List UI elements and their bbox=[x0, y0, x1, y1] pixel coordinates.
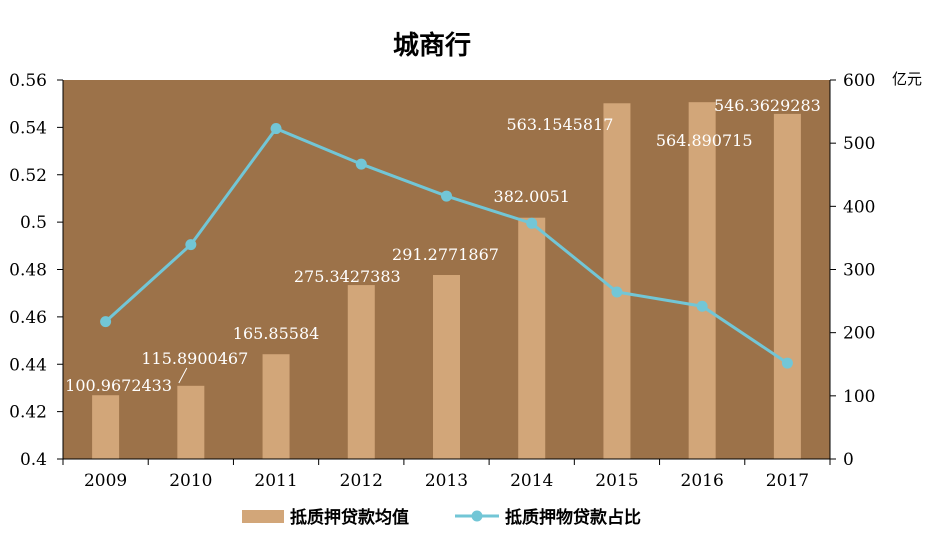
left-tick-label: 0.56 bbox=[9, 71, 47, 91]
bar-value-label-2010: 115.8900467 bbox=[141, 349, 248, 368]
left-tick-label: 0.52 bbox=[9, 166, 47, 186]
bar-2017 bbox=[773, 113, 801, 460]
bar-2013 bbox=[433, 275, 460, 459]
bar-series bbox=[92, 102, 801, 460]
line-point-2012 bbox=[355, 158, 367, 170]
bar-value-label-2015: 563.1545817 bbox=[506, 115, 613, 134]
x-tick-label: 2016 bbox=[681, 471, 724, 491]
bar-2010 bbox=[177, 385, 205, 459]
right-tick-label: 600 bbox=[843, 71, 875, 91]
right-tick-label: 300 bbox=[843, 261, 875, 281]
bar-2011 bbox=[262, 354, 290, 459]
axes: 0.4 0.42 0.44 0.46 0.48 0.5 0.52 0.54 0.56 0 100 20… bbox=[9, 71, 875, 491]
x-tick-label: 2010 bbox=[169, 471, 212, 491]
left-tick-label: 0.46 bbox=[9, 308, 47, 328]
x-tick-label: 2014 bbox=[510, 471, 553, 491]
bar-2009 bbox=[92, 395, 120, 459]
x-tick-label: 2011 bbox=[254, 471, 297, 491]
x-tick-label: 2015 bbox=[595, 471, 638, 491]
left-tick-label: 0.4 bbox=[20, 450, 47, 470]
label-leader-line bbox=[178, 367, 188, 384]
line-point-2014 bbox=[526, 217, 538, 229]
bar-value-label-2017: 546.3629283 bbox=[714, 96, 821, 115]
bar-value-label-2012: 275.3427383 bbox=[294, 267, 401, 286]
x-tick-label: 2017 bbox=[766, 471, 809, 491]
line-point-2013 bbox=[441, 190, 452, 202]
data-labels: 100.9672433 115.8900467 165.85584 275.34273… bbox=[65, 96, 821, 395]
bar-value-label-2009: 100.9672433 bbox=[65, 376, 172, 395]
chart-title: 城商行 bbox=[393, 30, 471, 61]
line-series bbox=[100, 123, 793, 369]
line-point-2015 bbox=[611, 286, 623, 298]
x-tick-label: 2012 bbox=[340, 471, 383, 491]
bar-value-label-2013: 291.2771867 bbox=[392, 245, 499, 264]
line-point-2011 bbox=[270, 123, 282, 135]
legend-bar-label: 抵质押贷款均值 bbox=[290, 507, 409, 528]
right-tick-label: 500 bbox=[843, 134, 875, 154]
x-tick-label: 2009 bbox=[84, 471, 127, 491]
left-tick-label: 0.42 bbox=[9, 403, 47, 423]
legend: 抵质押贷款均值 抵质押物贷款占比 bbox=[242, 507, 641, 528]
legend-line-marker bbox=[471, 510, 483, 522]
bar-2012 bbox=[347, 285, 375, 459]
left-tick-label: 0.44 bbox=[9, 355, 47, 375]
right-tick-label: 200 bbox=[843, 324, 875, 344]
right-axis-unit: 亿元 bbox=[892, 70, 922, 88]
line-point-2009 bbox=[100, 316, 112, 328]
legend-bar-swatch bbox=[242, 510, 284, 523]
line-point-2016 bbox=[696, 300, 708, 312]
bar-value-label-2016: 564.890715 bbox=[656, 131, 753, 150]
left-tick-label: 0.5 bbox=[20, 213, 47, 233]
left-tick-label: 0.48 bbox=[9, 261, 47, 281]
line-point-2017 bbox=[781, 357, 793, 369]
right-tick-label: 400 bbox=[843, 197, 875, 217]
left-tick-label: 0.54 bbox=[9, 118, 47, 138]
bar-2016 bbox=[688, 102, 716, 459]
right-tick-label: 100 bbox=[843, 387, 875, 407]
bar-value-label-2011: 165.85584 bbox=[233, 324, 320, 343]
x-tick-label: 2013 bbox=[425, 471, 468, 491]
bar-2015 bbox=[603, 103, 631, 460]
right-tick-label: 0 bbox=[843, 450, 854, 470]
bar-value-label-2014: 382.0051 bbox=[494, 187, 570, 206]
legend-line-label: 抵质押物贷款占比 bbox=[505, 507, 641, 528]
bar-2014 bbox=[518, 217, 546, 459]
line-point-2010 bbox=[185, 239, 197, 251]
